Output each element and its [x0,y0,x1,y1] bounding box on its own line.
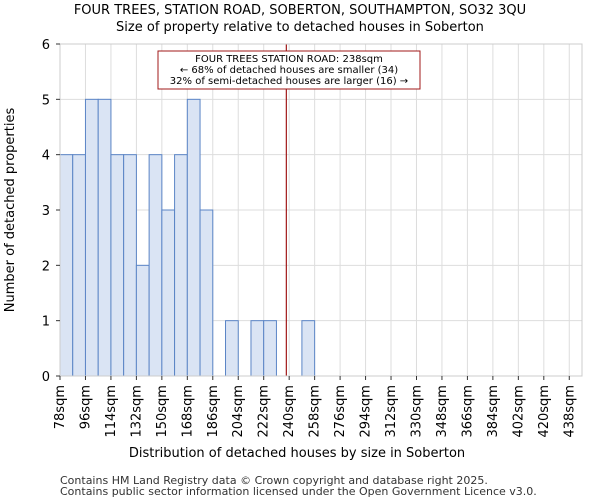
x-tick-label: 114sqm [104,385,119,438]
footer-licence: Contains public sector information licen… [60,485,537,498]
x-tick-label: 384sqm [486,385,501,438]
histogram-bar [110,154,125,377]
x-tick-label: 258sqm [308,385,323,438]
x-axis-label: Distribution of detached houses by size … [129,446,465,461]
x-tick-label: 438sqm [562,385,577,438]
histogram-bar [135,264,150,377]
x-tick-label: 78sqm [53,385,68,429]
x-tick-label: 312sqm [384,385,399,438]
histogram-bar [72,154,86,377]
annotation-line-2: ← 68% of detached houses are smaller (34… [180,65,398,76]
y-tick-label: 5 [42,93,50,108]
histogram-bar [186,98,201,377]
y-axis-label: Number of detached properties [3,108,18,313]
y-tick-label: 2 [42,259,50,274]
x-tick-label: 150sqm [155,385,170,438]
histogram-bar [174,154,188,377]
x-tick-label: 348sqm [435,385,450,438]
x-tick-label: 222sqm [257,385,272,438]
histogram-bar [250,320,265,377]
annotation-line-1: FOUR TREES STATION ROAD: 238sqm [195,54,383,65]
chart-subtitle: Size of property relative to detached ho… [116,20,484,35]
x-tick-label: 420sqm [537,385,552,438]
x-tick-label: 276sqm [333,385,348,438]
histogram-bar [59,154,74,377]
x-tick-label: 330sqm [409,385,424,438]
x-tick-label: 294sqm [359,385,374,438]
histogram-bar [263,320,277,377]
y-tick-label: 3 [42,204,50,219]
annotation-line-3: 32% of semi-detached houses are larger (… [170,76,408,87]
y-tick-label: 0 [42,370,50,385]
histogram-bar [84,98,99,377]
histogram-bar [199,209,214,377]
histogram-bar [148,154,163,377]
x-tick-label: 402sqm [511,385,526,438]
histogram-bar [97,98,112,377]
footer-copyright: Contains HM Land Registry data © Crown c… [60,474,488,487]
histogram-bar [123,154,137,377]
x-tick-label: 168sqm [180,385,195,438]
y-tick-label: 4 [42,149,50,164]
x-tick-label: 240sqm [282,385,297,438]
x-tick-label: 132sqm [129,385,144,438]
x-tick-label: 366sqm [460,385,475,438]
histogram-bar [161,209,176,377]
annotation-box [157,50,421,90]
y-tick-label: 1 [42,315,50,330]
x-tick-label: 96sqm [78,385,93,429]
y-tick-label: 6 [42,38,50,53]
histogram-bar [301,320,316,377]
x-tick-label: 186sqm [206,385,221,438]
x-tick-label: 204sqm [231,385,246,438]
chart-title: FOUR TREES, STATION ROAD, SOBERTON, SOUT… [73,3,527,18]
histogram-bar [225,320,239,377]
